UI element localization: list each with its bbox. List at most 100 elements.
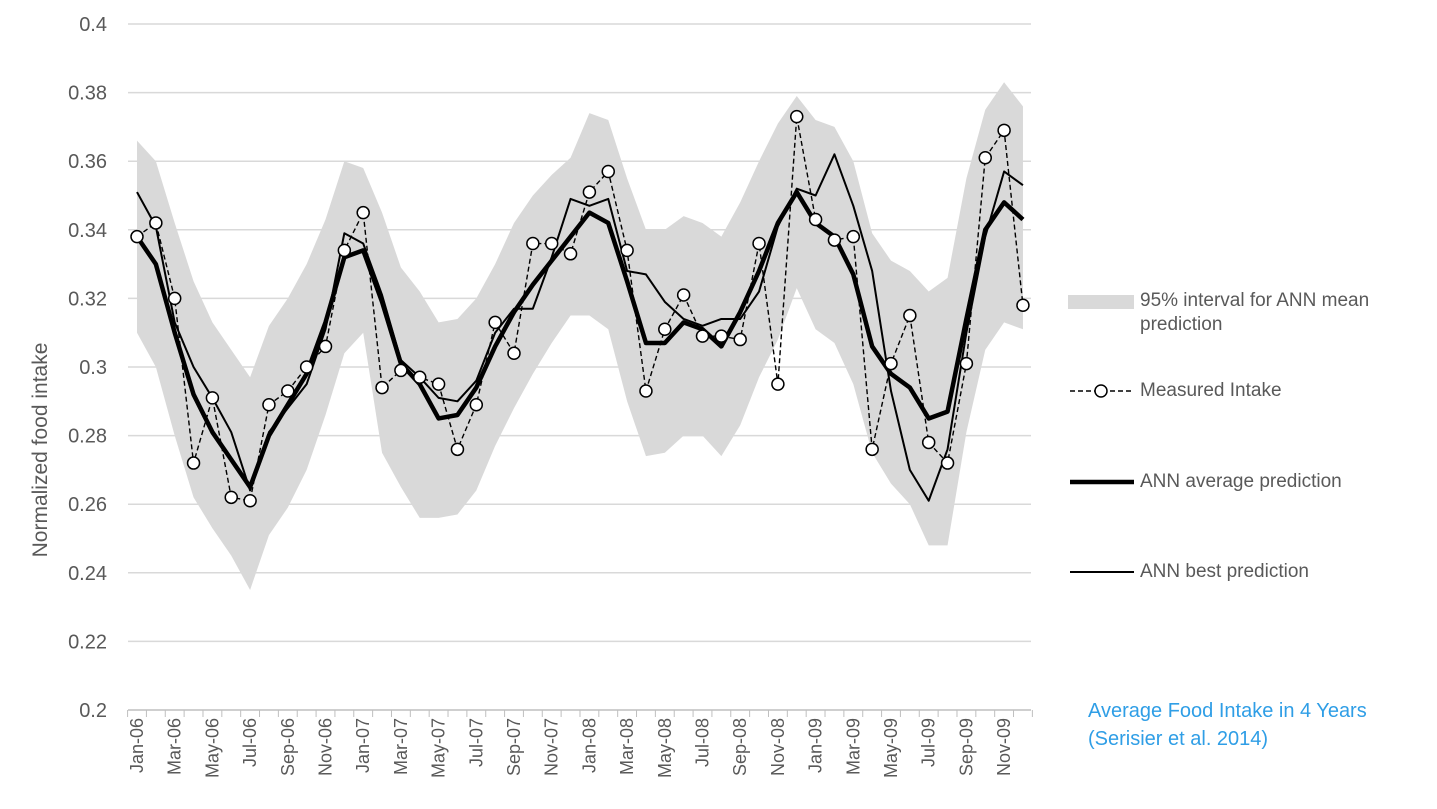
- measured-intake-point: [356, 205, 370, 220]
- measured-intake-point: [526, 236, 540, 251]
- figure-caption: Average Food Intake in 4 Years (Serisier…: [1088, 697, 1428, 753]
- x-tick-label: Jul-09: [919, 718, 939, 767]
- measured-intake-point: [620, 243, 634, 258]
- x-tick-label: Nov-08: [768, 718, 788, 776]
- measured-intake-point: [394, 363, 408, 378]
- y-tick-label: 0.2: [79, 700, 107, 722]
- measured-intake-point: [601, 164, 615, 179]
- measured-intake-point: [846, 229, 861, 244]
- measured-intake-point: [695, 329, 710, 343]
- legend-swatch-best: [1068, 560, 1134, 584]
- x-tick-label: Jan-08: [579, 718, 599, 773]
- legend-swatch-average: [1068, 470, 1134, 494]
- interval-band: [137, 82, 1023, 590]
- measured-intake-point: [337, 243, 352, 258]
- series-group: [130, 109, 1030, 508]
- legend-label-interval: 95% interval for ANN mean prediction: [1140, 290, 1370, 335]
- measured-intake-point: [281, 384, 295, 398]
- measured-intake-point: [507, 346, 521, 361]
- measured-intake-point: [771, 377, 785, 391]
- y-tick-label: 0.4: [79, 14, 107, 36]
- x-tick-label: Mar-09: [843, 718, 863, 775]
- measured-intake-point: [997, 123, 1011, 138]
- caption-line-2: (Serisier et al. 2014): [1088, 728, 1269, 750]
- measured-intake-point: [299, 360, 314, 374]
- measured-intake-point: [130, 229, 144, 244]
- measured-intake-point: [959, 356, 974, 371]
- measured-intake-point: [450, 442, 465, 457]
- x-tick-label: Nov-06: [316, 718, 336, 776]
- y-axis-label: Normalized food intake: [29, 343, 52, 558]
- measured-intake-point: [978, 151, 992, 165]
- legend-item-average: ANN average prediction: [1068, 470, 1342, 494]
- x-tick-label: Sep-09: [956, 718, 976, 776]
- x-tick-label: Sep-08: [730, 718, 750, 776]
- interval-band-group: [137, 82, 1023, 590]
- measured-intake-point: [903, 308, 917, 323]
- measured-intake-point: [544, 236, 559, 251]
- measured-intake-point: [243, 494, 257, 508]
- measured-intake-point: [262, 397, 276, 412]
- measured-intake-point: [563, 247, 578, 261]
- measured-intake-point: [714, 329, 729, 343]
- x-tick-label: May-09: [881, 718, 901, 778]
- measured-intake-point: [375, 380, 389, 395]
- measured-intake-point: [808, 212, 823, 227]
- measured-intake-point: [582, 185, 597, 199]
- measured-intake-point: [431, 377, 446, 391]
- caption-line-1: Average Food Intake in 4 Years: [1088, 700, 1367, 722]
- x-tick-label: May-07: [429, 718, 449, 778]
- legend-item-best: ANN best prediction: [1068, 560, 1309, 584]
- measured-intake-point: [733, 332, 747, 347]
- axes-group: 0.2 0.22 0.24 0.26 0.28 0.3 0.32 0.34 0.36 0.38 0.…: [68, 14, 1033, 778]
- x-tick-label: Sep-06: [278, 718, 298, 776]
- x-tick-label: Jul-08: [693, 718, 713, 767]
- x-tick-label: Nov-09: [994, 718, 1014, 776]
- y-tick-label: 0.32: [68, 288, 107, 310]
- y-tick-label: 0.3: [79, 357, 107, 379]
- legend-item-measured: Measured Intake: [1068, 379, 1282, 403]
- measured-intake-point: [224, 490, 238, 505]
- y-tick-label: 0.38: [68, 83, 107, 105]
- legend-swatch-measured: [1068, 379, 1134, 403]
- x-tick-label: Jul-07: [466, 718, 486, 767]
- legend-item-interval: 95% interval for ANN mean prediction: [1068, 289, 1400, 337]
- x-tick-label: May-06: [202, 718, 222, 778]
- measured-intake-point: [790, 109, 804, 124]
- y-tick-label: 0.22: [68, 631, 107, 653]
- x-tick-label: Sep-07: [504, 718, 524, 776]
- x-tick-label: Nov-07: [542, 718, 562, 776]
- y-tick-label: 0.36: [68, 151, 107, 173]
- measured-intake-point: [167, 291, 182, 306]
- y-tick-label: 0.26: [68, 494, 107, 516]
- measured-intake-point: [639, 384, 653, 398]
- measured-intake-point: [318, 339, 333, 354]
- x-tick-label: Jul-06: [240, 718, 260, 767]
- measured-intake-point: [205, 391, 220, 405]
- measured-intake-point: [186, 456, 201, 470]
- measured-intake-point: [940, 456, 955, 470]
- legend-label-average: ANN average prediction: [1140, 471, 1342, 492]
- y-tick-label: 0.24: [68, 563, 107, 585]
- measured-intake-point: [676, 288, 691, 302]
- measured-intake-point: [884, 356, 898, 371]
- y-tick-label: 0.34: [68, 220, 107, 242]
- measured-intake-point: [413, 370, 427, 385]
- x-tick-label: Jan-09: [806, 718, 826, 773]
- measured-intake-point: [488, 315, 502, 330]
- x-tick-label: May-08: [655, 718, 675, 778]
- x-tick-label: Mar-07: [391, 718, 411, 775]
- legend-swatch-interval: [1068, 289, 1134, 313]
- measured-intake-point: [658, 322, 672, 337]
- measured-intake-point: [921, 435, 936, 450]
- y-tick-label: 0.28: [68, 426, 107, 448]
- measured-intake-point: [149, 216, 163, 230]
- legend-label-measured: Measured Intake: [1140, 380, 1282, 401]
- x-tick-label: Mar-06: [165, 718, 185, 775]
- measured-intake-point: [865, 442, 879, 457]
- legend-label-best: ANN best prediction: [1140, 561, 1309, 582]
- measured-intake-point: [469, 397, 484, 412]
- x-tick-label: Jan-07: [353, 718, 373, 773]
- x-tick-label: Jan-06: [127, 718, 147, 773]
